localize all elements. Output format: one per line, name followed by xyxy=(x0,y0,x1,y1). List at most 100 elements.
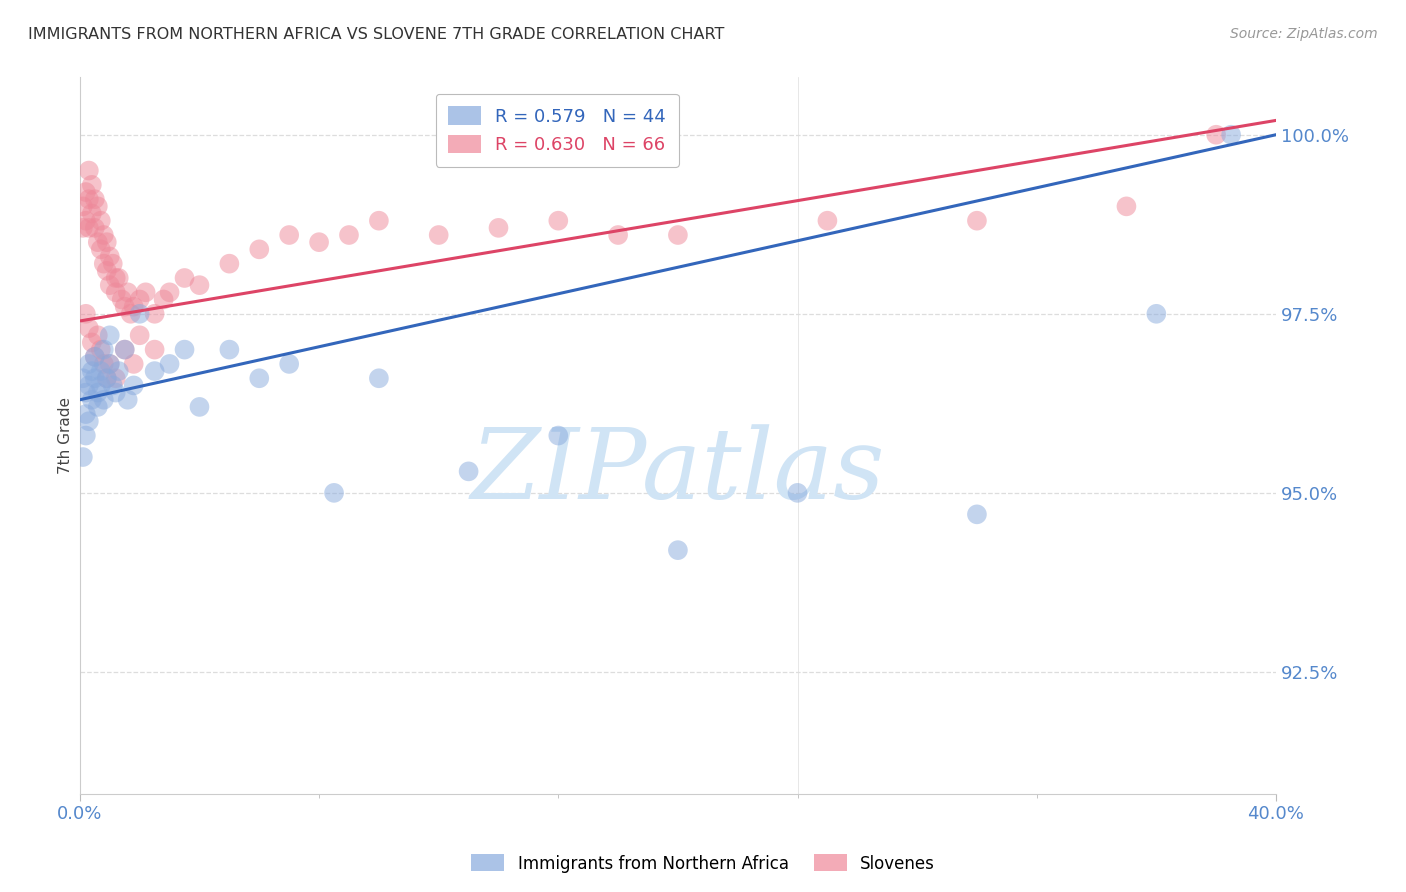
Point xyxy=(104,371,127,385)
Point xyxy=(72,371,94,385)
Point xyxy=(77,321,100,335)
Point xyxy=(457,464,479,478)
Point xyxy=(77,192,100,206)
Point xyxy=(278,227,301,242)
Point xyxy=(122,300,145,314)
Point xyxy=(218,343,240,357)
Point xyxy=(101,378,124,392)
Point xyxy=(666,543,689,558)
Point xyxy=(90,213,112,227)
Point xyxy=(607,227,630,242)
Point xyxy=(93,343,115,357)
Point xyxy=(101,257,124,271)
Point xyxy=(77,357,100,371)
Point xyxy=(77,414,100,428)
Point xyxy=(80,335,103,350)
Point xyxy=(308,235,330,249)
Point xyxy=(337,227,360,242)
Point xyxy=(104,271,127,285)
Point xyxy=(247,243,270,257)
Point xyxy=(75,407,97,421)
Point xyxy=(93,392,115,407)
Point xyxy=(135,285,157,300)
Point xyxy=(159,285,181,300)
Legend: Immigrants from Northern Africa, Slovenes: Immigrants from Northern Africa, Slovene… xyxy=(464,847,942,880)
Point xyxy=(966,213,988,227)
Point xyxy=(90,343,112,357)
Point xyxy=(96,371,118,385)
Point xyxy=(114,343,136,357)
Point xyxy=(80,206,103,220)
Point xyxy=(218,257,240,271)
Point xyxy=(188,278,211,293)
Point xyxy=(367,213,389,227)
Point xyxy=(815,213,838,227)
Point xyxy=(117,285,139,300)
Point xyxy=(323,486,346,500)
Point xyxy=(152,293,174,307)
Point xyxy=(75,428,97,442)
Point xyxy=(87,385,110,400)
Point xyxy=(547,428,569,442)
Point xyxy=(128,293,150,307)
Point xyxy=(173,343,195,357)
Point xyxy=(87,400,110,414)
Point xyxy=(104,285,127,300)
Y-axis label: 7th Grade: 7th Grade xyxy=(58,397,73,474)
Point xyxy=(117,392,139,407)
Point xyxy=(98,357,121,371)
Point xyxy=(111,293,134,307)
Point xyxy=(83,350,105,364)
Point xyxy=(83,192,105,206)
Point xyxy=(87,199,110,213)
Point xyxy=(114,300,136,314)
Point xyxy=(75,213,97,227)
Point xyxy=(1144,307,1167,321)
Point xyxy=(247,371,270,385)
Point xyxy=(77,220,100,235)
Point xyxy=(96,264,118,278)
Point xyxy=(122,357,145,371)
Point xyxy=(90,364,112,378)
Legend: R = 0.579   N = 44, R = 0.630   N = 66: R = 0.579 N = 44, R = 0.630 N = 66 xyxy=(436,94,679,167)
Point xyxy=(93,257,115,271)
Point xyxy=(75,185,97,199)
Point xyxy=(90,243,112,257)
Point xyxy=(87,328,110,343)
Text: ZIPatlas: ZIPatlas xyxy=(471,424,886,519)
Point xyxy=(98,278,121,293)
Point xyxy=(122,378,145,392)
Point xyxy=(98,357,121,371)
Point xyxy=(159,357,181,371)
Point xyxy=(488,220,510,235)
Point xyxy=(104,385,127,400)
Point xyxy=(143,307,166,321)
Point xyxy=(367,371,389,385)
Point xyxy=(83,220,105,235)
Text: IMMIGRANTS FROM NORTHERN AFRICA VS SLOVENE 7TH GRADE CORRELATION CHART: IMMIGRANTS FROM NORTHERN AFRICA VS SLOVE… xyxy=(28,27,724,42)
Point xyxy=(93,227,115,242)
Point xyxy=(98,328,121,343)
Point xyxy=(173,271,195,285)
Point xyxy=(75,307,97,321)
Point xyxy=(96,235,118,249)
Point xyxy=(107,271,129,285)
Point xyxy=(77,163,100,178)
Point xyxy=(80,392,103,407)
Point xyxy=(87,235,110,249)
Point xyxy=(93,357,115,371)
Point xyxy=(120,307,142,321)
Point xyxy=(83,350,105,364)
Point xyxy=(72,220,94,235)
Point xyxy=(188,400,211,414)
Point xyxy=(143,364,166,378)
Point xyxy=(1205,128,1227,142)
Point xyxy=(77,378,100,392)
Point xyxy=(128,307,150,321)
Point xyxy=(128,328,150,343)
Point xyxy=(143,343,166,357)
Point xyxy=(72,450,94,464)
Point xyxy=(83,371,105,385)
Point xyxy=(80,364,103,378)
Point xyxy=(427,227,450,242)
